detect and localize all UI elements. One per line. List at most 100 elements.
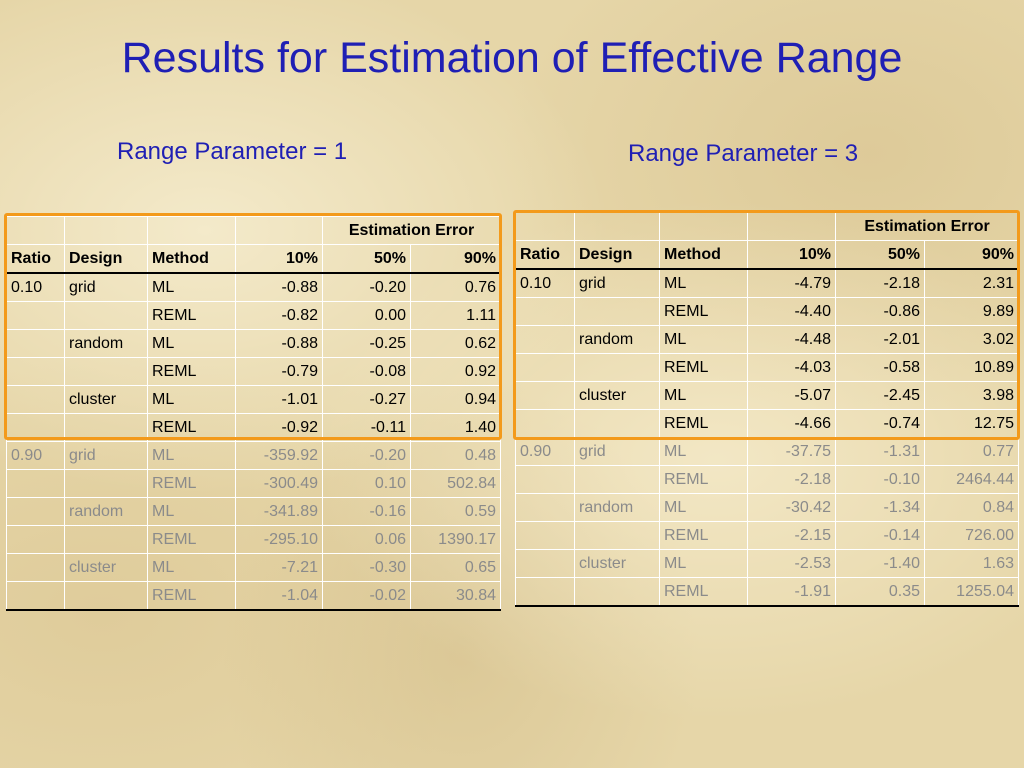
table-row: 0.90 grid ML -37.75 -1.31 0.77 (515, 437, 1020, 466)
table-row: cluster ML -1.01 -0.27 0.94 (6, 385, 502, 414)
cell-method: ML (147, 329, 236, 358)
table-row: REML -4.66 -0.74 12.75 (515, 409, 1020, 438)
table-row: 0.10 grid ML -0.88 -0.20 0.76 (6, 272, 502, 302)
cell-ratio (515, 465, 575, 494)
cell-method: REML (659, 577, 748, 607)
cell-ratio (515, 521, 575, 550)
cell-error-90pct: 3.02 (923, 325, 1020, 354)
cell-method: ML (147, 385, 236, 414)
cell-error-90pct: 726.00 (923, 521, 1020, 550)
cell-error-50pct: 0.06 (322, 525, 411, 554)
cell-error-10pct: -295.10 (235, 525, 323, 554)
cell-design: random (64, 329, 148, 358)
cell-error-10pct: -300.49 (235, 469, 323, 498)
table-row: random ML -0.88 -0.25 0.62 (6, 329, 502, 358)
cell-error-50pct: -2.01 (835, 325, 925, 354)
cell-design: random (64, 497, 148, 526)
cell-error-10pct: -4.79 (747, 268, 836, 298)
cell-error-90pct: 0.92 (409, 357, 502, 386)
cell-design (64, 301, 148, 330)
cell-method: REML (659, 353, 748, 382)
table-row: REML -1.91 0.35 1255.04 (515, 577, 1020, 607)
cell-ratio (6, 581, 65, 611)
cell-error-90pct: 1255.04 (923, 577, 1020, 607)
table-row: REML -2.15 -0.14 726.00 (515, 521, 1020, 550)
cell-error-90pct: 0.84 (923, 493, 1020, 522)
group-header-row: Estimation Error (515, 212, 1020, 241)
cell-error-50pct: -1.40 (835, 549, 925, 578)
col-header-90pct: 90% (923, 240, 1020, 270)
table-row: random ML -341.89 -0.16 0.59 (6, 497, 502, 526)
cell-design (64, 525, 148, 554)
cell-error-90pct: 0.62 (409, 329, 502, 358)
cell-design (574, 521, 660, 550)
table-row: REML -0.79 -0.08 0.92 (6, 357, 502, 386)
cell-error-50pct: -0.25 (322, 329, 411, 358)
cell-ratio (515, 409, 575, 438)
cell-method: ML (147, 441, 236, 470)
cell-ratio (515, 353, 575, 382)
cell-ratio: 0.90 (6, 441, 65, 470)
cell-design: grid (64, 272, 148, 302)
table-row: REML -0.92 -0.11 1.40 (6, 413, 502, 442)
cell-ratio (6, 469, 65, 498)
right-subtitle: Range Parameter = 3 (628, 140, 859, 167)
cell-method: REML (659, 297, 748, 326)
cell-error-10pct: -7.21 (235, 553, 323, 582)
table-row: REML -4.40 -0.86 9.89 (515, 297, 1020, 326)
cell-error-90pct: 0.65 (409, 553, 502, 582)
cell-error-50pct: -0.74 (835, 409, 925, 438)
cell-ratio (515, 297, 575, 326)
cell-method: REML (147, 301, 236, 330)
table-row: REML -4.03 -0.58 10.89 (515, 353, 1020, 382)
cell-error-90pct: 3.98 (923, 381, 1020, 410)
cell-error-10pct: -4.40 (747, 297, 836, 326)
cell-error-50pct: -2.45 (835, 381, 925, 410)
cell-error-50pct: -0.20 (322, 441, 411, 470)
col-header-design: Design (64, 244, 148, 274)
cell-design (574, 409, 660, 438)
cell-method: REML (147, 357, 236, 386)
cell-error-50pct: -0.14 (835, 521, 925, 550)
cell-method: ML (659, 549, 748, 578)
col-header-10pct: 10% (235, 244, 323, 274)
cell-ratio (6, 329, 65, 358)
table-row: cluster ML -7.21 -0.30 0.65 (6, 553, 502, 582)
cell-design: cluster (574, 381, 660, 410)
cell-error-50pct: -0.02 (322, 581, 411, 611)
cell-error-90pct: 1.40 (409, 413, 502, 442)
cell-method: ML (147, 272, 236, 302)
table-row: REML -295.10 0.06 1390.17 (6, 525, 502, 554)
cell-error-10pct: -0.92 (235, 413, 323, 442)
cell-design: cluster (574, 549, 660, 578)
cell-error-50pct: -0.58 (835, 353, 925, 382)
cell-error-90pct: 10.89 (923, 353, 1020, 382)
cell-error-90pct: 2.31 (923, 268, 1020, 298)
cell-error-90pct: 30.84 (409, 581, 502, 611)
cell-design: random (574, 493, 660, 522)
cell-error-50pct: -0.08 (322, 357, 411, 386)
left-table-body: 0.10 grid ML -0.88 -0.20 0.76 REML -0.82 0.00 1.1… (6, 272, 502, 611)
cell-error-50pct: -0.16 (322, 497, 411, 526)
cell-method: REML (147, 413, 236, 442)
cell-method: ML (659, 325, 748, 354)
cell-ratio (6, 301, 65, 330)
table-row: REML -1.04 -0.02 30.84 (6, 581, 502, 611)
cell-error-50pct: 0.35 (835, 577, 925, 607)
cell-design: grid (574, 437, 660, 466)
cell-method: REML (659, 521, 748, 550)
cell-error-10pct: -0.79 (235, 357, 323, 386)
cell-design (64, 357, 148, 386)
col-header-50pct: 50% (322, 244, 411, 274)
group-header: Estimation Error (321, 216, 502, 245)
cell-method: REML (659, 409, 748, 438)
cell-error-90pct: 0.59 (409, 497, 502, 526)
cell-method: REML (147, 469, 236, 498)
cell-error-50pct: -0.27 (322, 385, 411, 414)
table-row: cluster ML -5.07 -2.45 3.98 (515, 381, 1020, 410)
cell-error-10pct: -37.75 (747, 437, 836, 466)
cell-error-10pct: -5.07 (747, 381, 836, 410)
col-header-method: Method (147, 244, 236, 274)
cell-error-50pct: 0.00 (322, 301, 411, 330)
cell-error-10pct: -2.15 (747, 521, 836, 550)
